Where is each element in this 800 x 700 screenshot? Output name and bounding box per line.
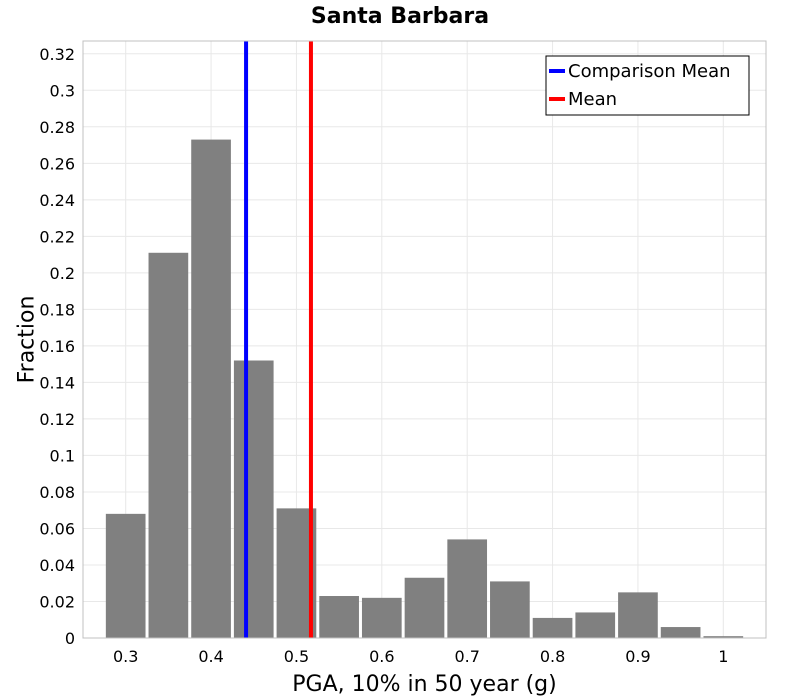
x-tick-label: 0.8 — [540, 647, 565, 666]
histogram-bar — [105, 513, 146, 638]
legend-label: Mean — [568, 89, 617, 110]
histogram-bar — [233, 360, 274, 638]
histogram-bar — [404, 577, 445, 638]
legend-box — [545, 55, 750, 116]
legend: Comparison Mean Mean — [545, 55, 750, 116]
y-tick-label: 0.26 — [39, 154, 75, 173]
histogram-bar — [618, 592, 658, 638]
y-axis-title: Fraction — [15, 296, 40, 384]
y-tick-label: 0.1 — [50, 446, 75, 465]
histogram-bar — [191, 139, 231, 638]
y-tick-label: 0.06 — [39, 519, 75, 538]
legend-label: Comparison Mean — [568, 61, 731, 82]
x-tick-label: 0.3 — [113, 647, 138, 666]
histogram-bar — [361, 597, 402, 638]
y-tick-label: 0.04 — [39, 556, 75, 575]
y-tick-label: 0.18 — [39, 300, 75, 319]
x-tick-label: 0.5 — [284, 647, 309, 666]
chart-title: Santa Barbara — [311, 4, 489, 29]
histogram-bar — [148, 252, 189, 638]
y-tick-label: 0.22 — [39, 227, 75, 246]
y-tick-label: 0.32 — [39, 45, 75, 64]
y-tick-label: 0.2 — [50, 264, 75, 283]
y-tick-label: 0.02 — [39, 592, 75, 611]
y-tick-label: 0.12 — [39, 410, 75, 429]
x-tick-label: 0.9 — [625, 647, 650, 666]
x-tick-label: 0.6 — [369, 647, 394, 666]
y-tick-label: 0.08 — [39, 483, 75, 502]
histogram-bar — [490, 581, 530, 638]
y-axis-ticks: 0 0.02 0.04 0.06 0.08 0.1 0.12 0.14 0.16 0.18 0.2 0… — [39, 45, 75, 648]
x-axis-title: PGA, 10% in 50 year (g) — [292, 672, 556, 697]
y-tick-label: 0.14 — [39, 373, 75, 392]
y-tick-label: 0 — [65, 629, 75, 648]
y-tick-label: 0.24 — [39, 191, 75, 210]
x-tick-label: 0.7 — [454, 647, 479, 666]
bars — [105, 139, 744, 638]
mean-lines — [244, 41, 313, 638]
x-tick-label: 0.4 — [198, 647, 223, 666]
y-tick-label: 0.28 — [39, 118, 75, 137]
x-tick-label: 1 — [718, 647, 728, 666]
y-tick-label: 0.16 — [39, 337, 75, 356]
x-axis-ticks: 0.3 0.4 0.5 0.6 0.7 0.8 0.9 1 — [113, 647, 728, 666]
histogram-bar — [575, 612, 616, 638]
y-tick-label: 0.3 — [50, 81, 75, 100]
histogram-bar — [532, 617, 573, 638]
histogram-bar — [703, 636, 744, 638]
histogram-bar — [660, 627, 701, 638]
histogram-bar — [447, 539, 488, 638]
histogram-bar — [319, 596, 359, 638]
plot-frame — [82, 40, 767, 639]
